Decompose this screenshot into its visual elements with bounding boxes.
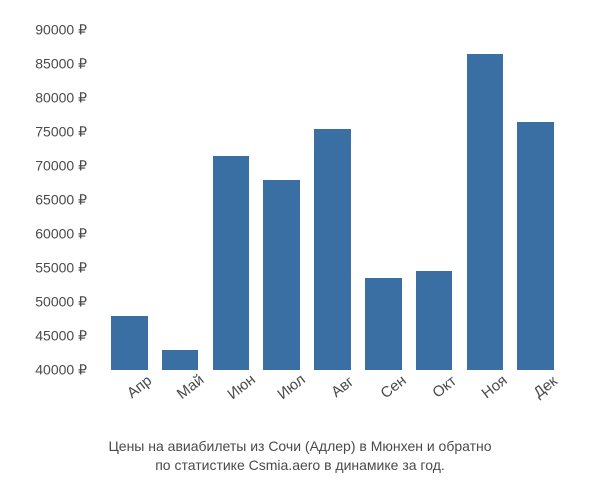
y-tick-label: 80000 ₽	[35, 90, 87, 107]
bar-slot	[510, 30, 561, 370]
bar	[111, 316, 148, 370]
bar-slot	[409, 30, 460, 370]
bar-slot	[307, 30, 358, 370]
bar-slot	[206, 30, 257, 370]
caption-line-1: Цены на авиабилеты из Сочи (Адлер) в Мюн…	[10, 437, 590, 457]
y-tick-label: 60000 ₽	[35, 226, 87, 243]
bars-group	[100, 30, 565, 370]
y-tick-label: 40000 ₽	[35, 362, 87, 379]
bar-slot	[459, 30, 510, 370]
y-tick-label: 50000 ₽	[35, 294, 87, 311]
chart-caption: Цены на авиабилеты из Сочи (Адлер) в Мюн…	[10, 437, 590, 476]
bar	[263, 180, 300, 370]
y-tick-label: 70000 ₽	[35, 158, 87, 175]
y-tick-label: 45000 ₽	[35, 328, 87, 345]
bar-slot	[358, 30, 409, 370]
bar-slot	[155, 30, 206, 370]
bar-slot	[104, 30, 155, 370]
bar	[416, 271, 453, 370]
y-tick-label: 90000 ₽	[35, 22, 87, 39]
y-tick-label: 75000 ₽	[35, 124, 87, 141]
chart-container: 40000 ₽ 45000 ₽ 50000 ₽ 55000 ₽ 60000 ₽ 65000…	[10, 10, 590, 490]
bar	[213, 156, 250, 370]
y-axis: 40000 ₽45000 ₽50000 ₽55000 ₽60000 ₽65000…	[10, 30, 95, 370]
bar	[365, 278, 402, 370]
bar	[467, 54, 504, 370]
y-tick-label: 55000 ₽	[35, 260, 87, 277]
plot-area	[100, 30, 565, 370]
y-tick-label: 85000 ₽	[35, 56, 87, 73]
bar	[314, 129, 351, 370]
bar	[517, 122, 554, 370]
x-labels-group: АпрМайИюнИюлАвгСенОктНояДек	[100, 374, 565, 399]
bar-slot	[256, 30, 307, 370]
y-tick-label: 65000 ₽	[35, 192, 87, 209]
caption-line-2: по статистике Csmia.aero в динамике за г…	[10, 456, 590, 476]
x-axis: АпрМайИюнИюлАвгСенОктНояДек	[100, 374, 565, 434]
